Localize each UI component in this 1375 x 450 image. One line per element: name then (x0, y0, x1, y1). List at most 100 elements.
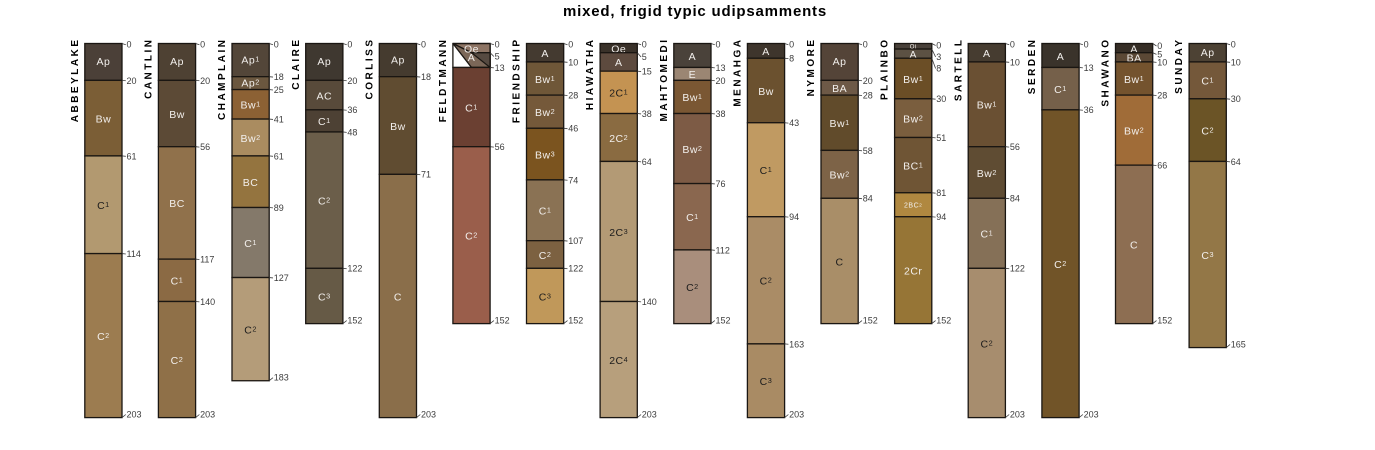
svg-text:84: 84 (863, 194, 873, 204)
svg-text:Bw1: Bw1 (241, 99, 261, 112)
svg-text:0: 0 (1010, 40, 1015, 50)
svg-text:122: 122 (568, 264, 583, 274)
svg-text:203: 203 (1010, 410, 1025, 420)
svg-text:10: 10 (1231, 57, 1241, 67)
svg-text:BC1: BC1 (903, 160, 923, 173)
svg-text:BC: BC (243, 177, 259, 189)
svg-text:Bw2: Bw2 (903, 113, 923, 126)
svg-text:Ap: Ap (833, 56, 847, 68)
svg-text:0: 0 (1084, 40, 1089, 50)
svg-text:203: 203 (200, 410, 215, 420)
svg-text:8: 8 (789, 54, 794, 64)
svg-text:Bw2: Bw2 (535, 106, 555, 119)
svg-text:FRIENDSHIP: FRIENDSHIP (512, 38, 523, 124)
svg-text:Bw1: Bw1 (903, 73, 923, 86)
svg-text:2BC2: 2BC2 (904, 202, 922, 210)
svg-text:Bw1: Bw1 (682, 92, 702, 105)
svg-text:Ap: Ap (317, 56, 331, 68)
svg-text:28: 28 (863, 91, 873, 101)
svg-text:38: 38 (642, 109, 652, 119)
svg-text:74: 74 (568, 175, 578, 185)
svg-text:30: 30 (1231, 94, 1241, 104)
svg-text:0: 0 (421, 40, 426, 50)
svg-text:Bw2: Bw2 (1124, 125, 1144, 138)
svg-text:5: 5 (642, 52, 647, 62)
svg-text:Bw1: Bw1 (830, 118, 850, 131)
svg-text:C: C (836, 256, 844, 268)
svg-text:5: 5 (1157, 49, 1162, 59)
svg-text:0: 0 (1231, 40, 1236, 50)
svg-text:2C2: 2C2 (609, 132, 628, 145)
svg-text:Oe: Oe (464, 43, 479, 55)
svg-text:56: 56 (200, 142, 210, 152)
svg-text:152: 152 (495, 316, 510, 326)
svg-text:Bw1: Bw1 (1124, 73, 1144, 86)
svg-text:203: 203 (1084, 410, 1099, 420)
svg-text:5: 5 (495, 52, 500, 62)
svg-text:MAHTOMEDI: MAHTOMEDI (659, 38, 670, 122)
svg-text:56: 56 (495, 142, 505, 152)
svg-text:SARTELL: SARTELL (953, 38, 964, 102)
svg-text:112: 112 (716, 245, 730, 255)
svg-text:2C4: 2C4 (609, 354, 628, 367)
svg-text:28: 28 (1157, 91, 1167, 101)
svg-text:Ap2: Ap2 (241, 77, 259, 90)
svg-text:Ap: Ap (170, 56, 184, 68)
svg-text:A: A (689, 51, 697, 63)
svg-text:A: A (983, 48, 991, 60)
svg-text:127: 127 (274, 273, 289, 283)
svg-text:13: 13 (716, 63, 726, 73)
svg-text:94: 94 (789, 212, 799, 222)
svg-text:51: 51 (936, 133, 946, 143)
svg-text:CHAMPLAIN: CHAMPLAIN (217, 38, 228, 121)
svg-text:8: 8 (936, 64, 941, 74)
svg-text:18: 18 (421, 72, 431, 82)
svg-text:0: 0 (495, 40, 500, 50)
svg-text:PLAINBO: PLAINBO (880, 38, 891, 101)
svg-text:Bw: Bw (390, 121, 406, 133)
svg-text:0: 0 (568, 40, 573, 50)
svg-text:18: 18 (274, 72, 284, 82)
svg-text:140: 140 (642, 297, 657, 307)
svg-text:56: 56 (1010, 142, 1020, 152)
svg-text:203: 203 (127, 410, 142, 420)
svg-text:CLAIRE: CLAIRE (291, 38, 302, 90)
svg-text:152: 152 (863, 316, 878, 326)
svg-text:SHAWANO: SHAWANO (1101, 38, 1112, 107)
svg-text:183: 183 (274, 373, 289, 383)
svg-text:71: 71 (421, 170, 431, 180)
svg-text:152: 152 (1157, 316, 1172, 326)
svg-text:CORLISS: CORLISS (364, 38, 375, 100)
svg-text:BA: BA (832, 83, 847, 95)
svg-text:SERDEN: SERDEN (1027, 38, 1038, 95)
svg-text:ABBEYLAKE: ABBEYLAKE (70, 38, 81, 123)
svg-text:114: 114 (127, 249, 141, 259)
svg-text:84: 84 (1010, 194, 1020, 204)
svg-text:A: A (468, 52, 476, 64)
svg-text:152: 152 (716, 316, 731, 326)
svg-text:0: 0 (716, 40, 721, 50)
svg-text:2Cr: 2Cr (904, 265, 922, 277)
svg-text:3: 3 (936, 52, 941, 62)
svg-text:FELDTMANN: FELDTMANN (438, 38, 449, 123)
svg-text:0: 0 (127, 40, 132, 50)
svg-text:2C3: 2C3 (609, 226, 628, 239)
svg-text:20: 20 (127, 76, 137, 86)
svg-text:36: 36 (1084, 105, 1094, 115)
svg-text:61: 61 (127, 151, 137, 161)
svg-text:A: A (1130, 43, 1138, 55)
svg-text:SUNDAY: SUNDAY (1174, 38, 1185, 94)
svg-text:0: 0 (642, 40, 647, 50)
svg-text:Bw3: Bw3 (535, 149, 555, 162)
svg-text:38: 38 (716, 109, 726, 119)
svg-text:AC: AC (317, 90, 333, 102)
svg-text:MENAHGA: MENAHGA (733, 38, 744, 107)
svg-text:25: 25 (274, 85, 284, 95)
svg-text:30: 30 (936, 94, 946, 104)
svg-text:Bw: Bw (758, 86, 774, 98)
svg-text:46: 46 (568, 124, 578, 134)
svg-text:10: 10 (568, 57, 578, 67)
svg-text:BC: BC (169, 198, 185, 210)
svg-text:152: 152 (936, 316, 951, 326)
svg-text:Bw2: Bw2 (977, 167, 997, 180)
